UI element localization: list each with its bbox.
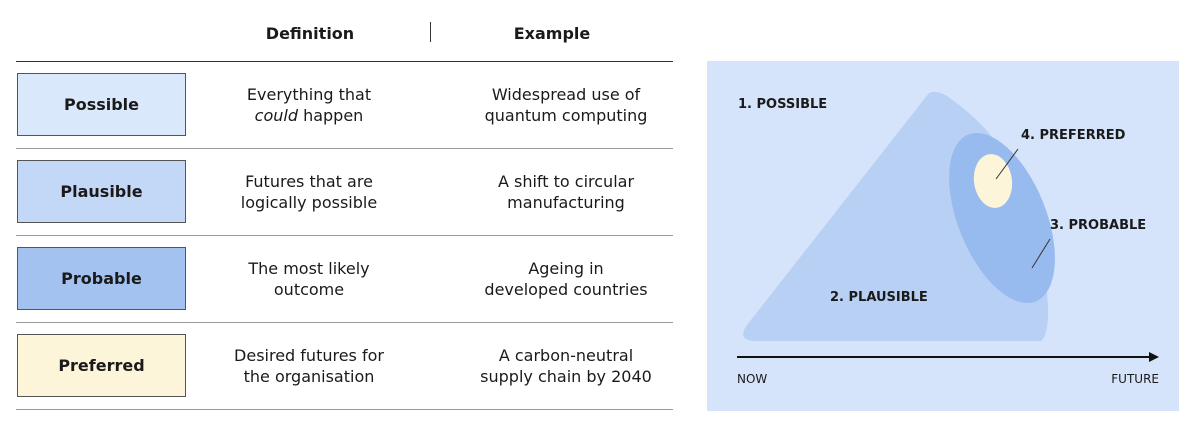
definition-line-1: The most likely (248, 259, 370, 278)
definition-line-1: Desired futures for (234, 346, 384, 365)
example-line-2: manufacturing (507, 193, 625, 212)
definition-cell: Futures that are logically possible (214, 160, 404, 224)
example-cell: Widespread use of quantum computing (446, 73, 686, 137)
preferred-zone (973, 154, 1013, 208)
definition-line-2-text: happen (303, 106, 364, 125)
example-line-2: supply chain by 2040 (480, 367, 652, 386)
example-cell: Ageing in developed countries (446, 247, 686, 311)
row-divider (16, 409, 673, 410)
table-header: Definition Example (0, 18, 680, 48)
definition-line-1: Futures that are (245, 172, 373, 191)
example-line-1: A shift to circular (497, 172, 635, 191)
header-divider (430, 22, 431, 42)
table-row-possible: Possible Everything that could happen Wi… (16, 62, 673, 149)
definition-cell: Everything that could happen (214, 73, 404, 137)
example-line-2: developed countries (484, 280, 648, 299)
definition-cell: Desired futures for the organisation (214, 334, 404, 398)
category-label: Probable (17, 247, 186, 310)
definition-header: Definition (265, 24, 355, 43)
category-label: Possible (17, 73, 186, 136)
example-line-1: Ageing in (528, 259, 604, 278)
preferred-leader-line (995, 148, 1019, 180)
preferred-label: 4. PREFERRED (1021, 128, 1126, 143)
example-cell: A carbon-neutral supply chain by 2040 (446, 334, 686, 398)
definition-line-2: the organisation (243, 367, 375, 386)
futures-cone-diagram: 1. POSSIBLE 4. PREFERRED 3. PROBABLE 2. … (707, 61, 1179, 411)
definition-line-1: Everything that (246, 85, 372, 104)
definition-emphasis: could (254, 106, 298, 125)
example-line-1: A carbon-neutral (498, 346, 634, 365)
example-header: Example (513, 24, 591, 43)
probable-leader-line (1031, 238, 1051, 269)
definition-line-2: outcome (273, 280, 345, 299)
example-line-2: quantum computing (484, 106, 648, 125)
category-label: Preferred (17, 334, 186, 397)
time-axis-arrowhead (1149, 352, 1159, 362)
example-line-1: Widespread use of (491, 85, 641, 104)
probable-label: 3. PROBABLE (1050, 218, 1147, 233)
axis-start-label: NOW (737, 372, 768, 386)
axis-end-label: FUTURE (1111, 372, 1159, 386)
table-row-plausible: Plausible Futures that are logically pos… (16, 149, 673, 236)
plausible-label: 2. PLAUSIBLE (830, 290, 928, 305)
table-row-preferred: Preferred Desired futures for the organi… (16, 323, 673, 410)
table-row-probable: Probable The most likely outcome Ageing … (16, 236, 673, 323)
example-cell: A shift to circular manufacturing (446, 160, 686, 224)
category-label: Plausible (17, 160, 186, 223)
definition-line-2: logically possible (240, 193, 378, 212)
futures-cone-graphic (737, 91, 1159, 362)
row-divider (16, 148, 673, 149)
row-divider (16, 235, 673, 236)
row-divider (16, 322, 673, 323)
possible-label: 1. POSSIBLE (738, 97, 828, 112)
definition-cell: The most likely outcome (214, 247, 404, 311)
table-top-rule (16, 61, 673, 62)
definition-line-2: could happen (255, 105, 364, 126)
